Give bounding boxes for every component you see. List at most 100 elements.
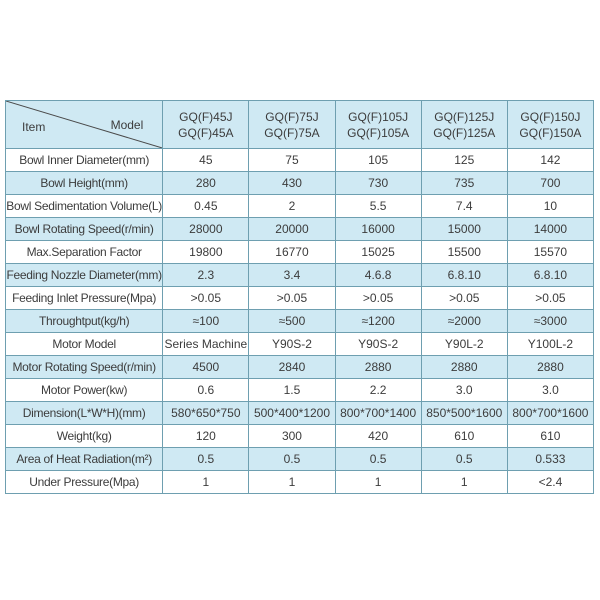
table-row: Bowl Rotating Speed(r/min) 28000 20000 1600… — [4, 217, 595, 241]
table-row: Under Pressure(Mpa) 1 1 1 1 <2.4 — [4, 470, 595, 494]
table-cell: 3.0 — [420, 378, 508, 402]
table-cell: ≈3000 — [506, 309, 595, 333]
table-cell: 0.533 — [506, 447, 595, 471]
column-header-model-105: GQ(F)105J GQ(F)105A — [334, 100, 422, 149]
row-label: Feeding Nozzle Diameter(mm) — [4, 263, 164, 287]
table-cell: 7.4 — [420, 194, 508, 218]
table-cell: 3.4 — [248, 263, 336, 287]
table-cell: 0.5 — [334, 447, 422, 471]
table-cell: 800*700*1400 — [334, 401, 422, 425]
table-cell: 2.2 — [334, 378, 422, 402]
corner-model-label: Model — [110, 118, 144, 132]
table-cell: 105 — [334, 148, 422, 172]
table-cell: 850*500*1600 — [420, 401, 508, 425]
corner-item-label: Item — [22, 120, 46, 134]
table-cell: 0.6 — [162, 378, 250, 402]
corner-header-cell: Item Model — [4, 100, 164, 149]
table-cell: 2880 — [506, 355, 595, 379]
model-name-line2: GQ(F)105A — [347, 125, 410, 140]
table-cell: 2880 — [334, 355, 422, 379]
table-cell: 6.8.10 — [420, 263, 508, 287]
table-cell: 6.8.10 — [506, 263, 595, 287]
model-name-line2: GQ(F)125A — [433, 125, 496, 140]
table-cell: 10 — [506, 194, 595, 218]
table-cell: 700 — [506, 171, 595, 195]
table-cell: Y90L-2 — [420, 332, 508, 356]
column-header-model-45: GQ(F)45J GQ(F)45A — [162, 100, 250, 149]
table-cell: 500*400*1200 — [248, 401, 336, 425]
table-row: Weight(kg) 120 300 420 610 610 — [4, 424, 595, 448]
table-row: Throughtput(kg/h) ≈100 ≈500 ≈1200 ≈2000 ≈3000 — [4, 309, 595, 333]
table-cell: >0.05 — [334, 286, 422, 310]
table-cell: >0.05 — [420, 286, 508, 310]
header-row: Item Model GQ(F)45J GQ(F)45A GQ(F)75J GQ… — [4, 100, 595, 149]
table-cell: 610 — [420, 424, 508, 448]
row-label: Area of Heat Radiation(m²) — [4, 447, 164, 471]
table-row: Motor Power(kw) 0.6 1.5 2.2 3.0 3.0 — [4, 378, 595, 402]
model-name-line1: GQ(F)150J — [520, 109, 581, 124]
table-cell: 2.3 — [162, 263, 250, 287]
table-row: Motor Model Series Machine Y90S-2 Y90S-2 Y90… — [4, 332, 595, 356]
model-name-line2: GQ(F)45A — [178, 125, 234, 140]
column-header-model-125: GQ(F)125J GQ(F)125A — [420, 100, 508, 149]
row-label: Throughtput(kg/h) — [4, 309, 164, 333]
table-cell: 28000 — [162, 217, 250, 241]
model-name-line1: GQ(F)125J — [434, 109, 495, 124]
row-label: Motor Rotating Speed(r/min) — [4, 355, 164, 379]
diagonal-divider-line — [6, 101, 162, 148]
table-row: Area of Heat Radiation(m²) 0.5 0.5 0.5 0.5 0.… — [4, 447, 595, 471]
row-label: Bowl Inner Diameter(mm) — [4, 148, 164, 172]
table-cell: 4.6.8 — [334, 263, 422, 287]
row-label: Motor Model — [4, 332, 164, 356]
row-label: Feeding Inlet Pressure(Mpa) — [4, 286, 164, 310]
table-cell: 610 — [506, 424, 595, 448]
table-cell: ≈100 — [162, 309, 250, 333]
spec-table: Item Model GQ(F)45J GQ(F)45A GQ(F)75J GQ… — [4, 100, 595, 494]
table-cell: >0.05 — [506, 286, 595, 310]
model-name-line2: GQ(F)150A — [519, 125, 582, 140]
table-cell: 2840 — [248, 355, 336, 379]
table-cell: 4500 — [162, 355, 250, 379]
table-cell: ≈2000 — [420, 309, 508, 333]
model-name-line1: GQ(F)75J — [265, 109, 319, 124]
table-cell: 2880 — [420, 355, 508, 379]
table-cell: 3.0 — [506, 378, 595, 402]
column-header-model-150: GQ(F)150J GQ(F)150A — [506, 100, 595, 149]
table-cell: ≈1200 — [334, 309, 422, 333]
table-body: Bowl Inner Diameter(mm) 45 75 105 125 142 Bowl… — [4, 148, 595, 494]
table-cell: 1 — [162, 470, 250, 494]
table-cell: 420 — [334, 424, 422, 448]
table-cell: 1 — [420, 470, 508, 494]
table-row: Feeding Inlet Pressure(Mpa) >0.05 >0.05 >0.… — [4, 286, 595, 310]
row-label: Weight(kg) — [4, 424, 164, 448]
column-header-model-75: GQ(F)75J GQ(F)75A — [248, 100, 336, 149]
table-cell: 15025 — [334, 240, 422, 264]
table-cell: 1 — [248, 470, 336, 494]
table-cell: 15000 — [420, 217, 508, 241]
table-cell: 14000 — [506, 217, 595, 241]
table-cell: 20000 — [248, 217, 336, 241]
table-cell: Y90S-2 — [334, 332, 422, 356]
table-row: Bowl Height(mm) 280 430 730 735 700 — [4, 171, 595, 195]
row-label: Motor Power(kw) — [4, 378, 164, 402]
table-cell: 16000 — [334, 217, 422, 241]
table-row: Bowl Inner Diameter(mm) 45 75 105 125 142 — [4, 148, 595, 172]
row-label: Bowl Height(mm) — [4, 171, 164, 195]
table-cell: 75 — [248, 148, 336, 172]
table-cell: 1.5 — [248, 378, 336, 402]
table-cell: 730 — [334, 171, 422, 195]
table-cell: 1 — [334, 470, 422, 494]
table-cell: <2.4 — [506, 470, 595, 494]
table-cell: 800*700*1600 — [506, 401, 595, 425]
table-cell: 45 — [162, 148, 250, 172]
row-label: Bowl Sedimentation Volume(L) — [4, 194, 164, 218]
row-label: Bowl Rotating Speed(r/min) — [4, 217, 164, 241]
table-cell: 15500 — [420, 240, 508, 264]
table-cell: 735 — [420, 171, 508, 195]
table-cell: Series Machine — [162, 332, 250, 356]
row-label: Dimension(L*W*H)(mm) — [4, 401, 164, 425]
table-cell: 15570 — [506, 240, 595, 264]
table-cell: 120 — [162, 424, 250, 448]
table-cell: >0.05 — [162, 286, 250, 310]
